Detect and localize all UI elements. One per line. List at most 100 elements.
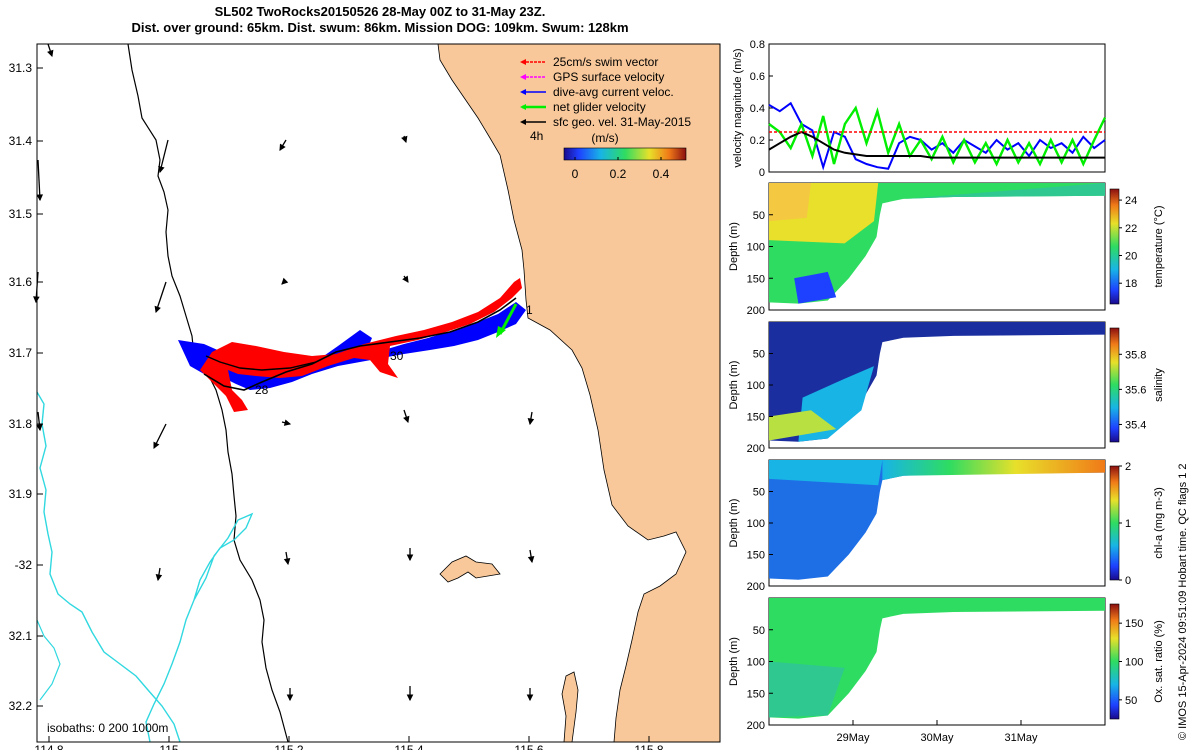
depth-tick-label: 150 xyxy=(747,688,765,700)
map-y-tick-label: 31.8 xyxy=(9,417,33,431)
map-y-tick-label: 31.6 xyxy=(9,275,33,289)
map-y-tick-label: 32.2 xyxy=(9,699,33,713)
colorbar-tick-label: 22 xyxy=(1125,223,1137,235)
legend-entry: dive-avg current veloc. xyxy=(553,85,674,99)
geo-velocity-arrowhead xyxy=(47,49,54,58)
isobaths-label: isobaths: 0 200 1000m xyxy=(47,721,168,735)
right-panels: 0 0.2 0.4 0.6 0.8 velocity magnitude (m/s) 50 1… xyxy=(728,39,1165,744)
profile-data-field xyxy=(769,598,1105,719)
hours-label: 4h xyxy=(530,129,543,143)
cold-water-region xyxy=(794,271,837,304)
colorbar-tick-label: 35.4 xyxy=(1125,419,1146,431)
map-y-tick-label: 31.9 xyxy=(9,487,33,501)
colorbar-label: salinity xyxy=(1153,368,1165,402)
map-x-tick-label: 115 xyxy=(159,743,178,750)
colorbar-tick-label: 150 xyxy=(1125,618,1143,630)
map-y-tick-label: 32.1 xyxy=(9,629,33,643)
title-line-1: SL502 TwoRocks20150526 28-May 00Z to 31-… xyxy=(214,4,546,19)
high-salinity-region xyxy=(769,410,837,441)
colorbar-tick-label: 20 xyxy=(1125,251,1137,263)
profile-data-field xyxy=(769,322,1105,442)
speed-colorbar-tick-label: 0.2 xyxy=(610,167,627,181)
geo-velocity-arrowhead xyxy=(158,165,165,174)
depth-axis-label: Depth (m) xyxy=(728,637,740,686)
map-y-tick-label: -32 xyxy=(15,558,33,572)
day-label-30: 30 xyxy=(390,349,404,363)
colorbar-tick-label: 24 xyxy=(1125,195,1137,207)
time-tick-label: 29May xyxy=(836,732,870,744)
legend-entry: sfc geo. vel. 31-May-2015 xyxy=(553,115,691,129)
map-y-tick-label: 31.4 xyxy=(9,134,33,148)
legend-arrowhead xyxy=(520,119,526,125)
map-x-tick-label: 115.2 xyxy=(274,743,303,750)
velocity-y-tick-label: 0 xyxy=(759,167,765,179)
profile-colorbar xyxy=(1109,603,1120,720)
depth-axis-label: Depth (m) xyxy=(728,222,740,271)
map-y-tick-label: 31.3 xyxy=(9,61,33,75)
geo-velocity-arrowhead xyxy=(36,194,44,202)
geo-velocity-arrowhead xyxy=(279,143,286,151)
legend-entry: net glider velocity xyxy=(553,100,646,114)
profile-data-field xyxy=(769,460,1105,580)
colorbar-tick-label: 50 xyxy=(1125,695,1137,707)
depth-tick-label: 200 xyxy=(747,720,765,732)
map-x-tick-label: 114.8 xyxy=(34,743,63,750)
velocity-y-tick-label: 0.2 xyxy=(750,135,765,147)
geo-velocity-arrowhead xyxy=(283,419,292,426)
velocity-series-line xyxy=(768,130,1105,159)
island xyxy=(439,555,501,583)
legend-arrowhead xyxy=(520,89,526,95)
chl-mixed-region xyxy=(769,460,883,486)
colorbar-tick-label: 2 xyxy=(1125,461,1131,473)
map-y-tick-label: 31.5 xyxy=(9,207,33,221)
geo-velocity-arrowhead xyxy=(153,441,160,449)
swim-vector-track xyxy=(200,278,522,412)
depth-tick-label: 50 xyxy=(753,625,765,637)
title-line-2: Dist. over ground: 65km. Dist. swum: 86k… xyxy=(131,20,629,35)
net-track-line-upper xyxy=(205,355,317,371)
geo-velocity-arrowhead xyxy=(406,554,414,562)
map-y-tick-label: 31.7 xyxy=(9,346,33,360)
geo-velocity-arrowhead xyxy=(401,135,408,144)
velocity-y-tick-label: 0.8 xyxy=(750,39,765,51)
legend-arrowhead xyxy=(520,59,526,65)
geo-velocity-arrowhead xyxy=(154,305,161,314)
colorbar-tick-label: 0 xyxy=(1125,575,1131,587)
legend-entry: 25cm/s swim vector xyxy=(553,55,658,69)
depth-tick-label: 100 xyxy=(747,657,765,669)
legend-entry: GPS surface velocity xyxy=(553,70,664,84)
chl-surface-region xyxy=(882,460,1105,481)
time-tick-label: 31May xyxy=(1004,732,1038,744)
geo-velocity-arrowhead xyxy=(402,275,409,283)
velocity-y-tick-label: 0.6 xyxy=(750,71,765,83)
profile-colorbar xyxy=(1109,465,1120,581)
geo-velocity-arrowhead xyxy=(527,418,535,426)
geo-velocity-arrowhead xyxy=(403,415,410,424)
depth-axis-label: Depth (m) xyxy=(728,361,740,410)
map-x-tick-label: 115.6 xyxy=(514,743,543,750)
velocity-y-tick-label: 0.4 xyxy=(750,103,765,115)
depth-tick-label: 50 xyxy=(753,210,765,222)
depth-tick-label: 50 xyxy=(753,487,765,499)
geo-velocity-arrowhead xyxy=(36,424,43,432)
colorbar-tick-label: 1 xyxy=(1125,518,1131,530)
colorbar-tick-label: 18 xyxy=(1125,278,1137,290)
profile-colorbar xyxy=(1109,188,1120,305)
map-x-tick-label: 115.8 xyxy=(634,743,663,750)
velocity-series-line xyxy=(768,105,1107,167)
depth-tick-label: 200 xyxy=(747,443,765,455)
map-x-ticks: 114.8 115 115.2 115.4 115.6 115.8 xyxy=(34,736,664,750)
legend-arrowhead xyxy=(520,74,526,80)
isobath-1000m xyxy=(145,512,254,743)
colorbar-tick-label: 35.8 xyxy=(1125,349,1146,361)
map-y-ticks: 31.3 31.4 31.5 31.6 31.7 31.8 31.9 -32 32.1 32.2 xyxy=(9,61,43,713)
isobath-1000m xyxy=(36,391,181,743)
depth-tick-label: 150 xyxy=(747,273,765,285)
day-label-1: 1 xyxy=(526,303,533,317)
colorbar-label: chl-a (mg m-3) xyxy=(1153,487,1165,559)
net-track-line xyxy=(203,297,517,391)
colorbar-tick-label: 35.6 xyxy=(1125,384,1146,396)
sfc-geo-velocity-arrows xyxy=(33,43,535,702)
oxygen-deep-region xyxy=(769,661,845,718)
